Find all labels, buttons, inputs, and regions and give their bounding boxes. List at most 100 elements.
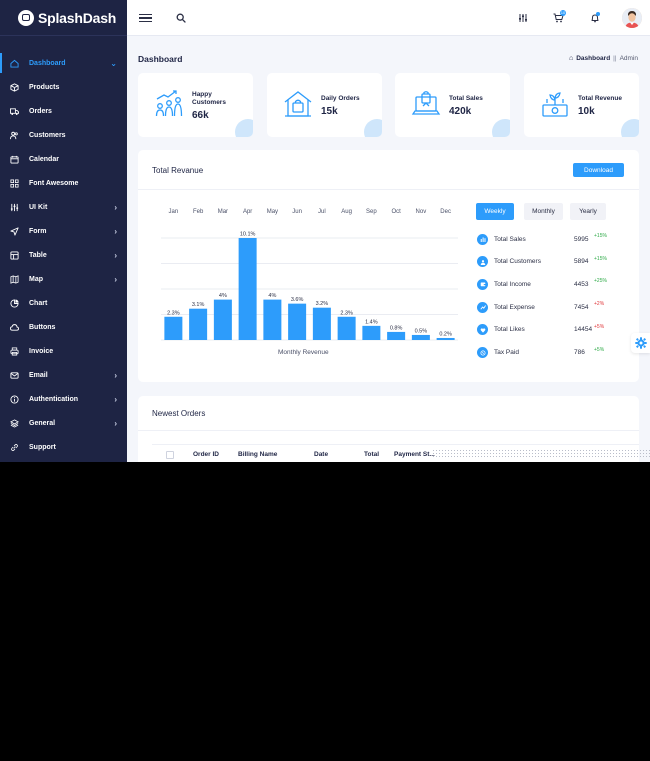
column-date[interactable]: Date — [314, 451, 329, 458]
sidebar-item-form[interactable]: Form › — [0, 219, 127, 243]
sidebar-item-invoice[interactable]: Invoice — [0, 339, 127, 363]
chart-tick-label: Mar — [218, 209, 228, 215]
column-payment-status[interactable]: Payment St... — [394, 451, 435, 458]
sidebar-item-table[interactable]: Table › — [0, 243, 127, 267]
chart-bar[interactable] — [387, 331, 406, 340]
chart-bar[interactable] — [312, 307, 331, 340]
sidebar-item-calendar[interactable]: Calendar — [0, 147, 127, 171]
revenue-title: Total Revanue — [152, 166, 204, 175]
metric-row-total-expense: Total Expense 7454 +2% — [477, 301, 617, 313]
sliders-icon — [519, 14, 527, 22]
sidebar-item-customers[interactable]: Customers — [0, 123, 127, 147]
breadcrumb-current: Admin — [619, 55, 638, 62]
sidebar-item-map[interactable]: Map › — [0, 267, 127, 291]
cart-badge: 10 — [560, 10, 566, 16]
chart-bar[interactable] — [213, 299, 232, 340]
sidebar-item-dashboard[interactable]: Dashboard ⌄ — [0, 51, 127, 75]
stat-value: 66k — [192, 110, 209, 121]
chart-bar[interactable] — [238, 238, 257, 340]
laptop-sales-icon — [411, 91, 441, 115]
select-all-checkbox[interactable] — [166, 451, 174, 459]
metric-row-total-income: Total Income 4453 +25% — [477, 278, 617, 290]
chart-bar[interactable] — [164, 316, 183, 340]
sidebar-item-buttons[interactable]: Buttons — [0, 315, 127, 339]
sidebar-item-general[interactable]: General › — [0, 411, 127, 435]
metric-change: +25% — [594, 278, 607, 285]
brand[interactable]: SplashDash — [0, 0, 127, 36]
chart-tick-label: Dec — [440, 209, 451, 215]
chart-tick-label: Jan — [169, 209, 179, 215]
decorative-blob — [621, 119, 639, 137]
home-icon — [9, 58, 19, 68]
chart-tick-label: Jul — [318, 209, 326, 215]
chart-bar[interactable] — [362, 325, 381, 340]
chart-bar[interactable] — [288, 303, 307, 340]
sidebar-item-orders[interactable]: Orders — [0, 99, 127, 123]
sidebar-item-label: Form — [29, 227, 47, 235]
chevron-right-icon: › — [114, 394, 117, 404]
download-button[interactable]: Download — [573, 163, 624, 177]
chart-bar[interactable] — [263, 299, 282, 340]
breadcrumb-parent[interactable]: Dashboard — [576, 55, 611, 62]
hamburger-icon — [138, 12, 152, 25]
sidebar-item-chart[interactable]: Chart — [0, 291, 127, 315]
user-avatar[interactable] — [622, 8, 642, 28]
truck-icon — [9, 106, 19, 116]
app-window: SplashDash Dashboard ⌄ Products Orders Custo… — [0, 0, 650, 462]
stat-card-daily-orders: Daily Orders 15k — [267, 73, 382, 137]
heart-icon — [477, 324, 488, 336]
chart-bar[interactable] — [411, 334, 430, 340]
sidebar-item-label: Font Awesome — [29, 179, 79, 187]
metric-row-tax-paid: Tax Paid 786 +5% — [477, 347, 617, 359]
chart-data-label: 3.1% — [192, 302, 205, 308]
tab-weekly[interactable]: Weekly — [476, 203, 514, 220]
chart-bar[interactable] — [436, 337, 455, 340]
metric-row-total-likes: Total Likes 14454 +5% — [477, 324, 617, 336]
stat-card-total-sales: Total Sales 420k — [395, 73, 510, 137]
metric-row-total-sales: Total Sales 5995 +15% — [477, 233, 617, 245]
growth-people-icon — [155, 90, 183, 117]
column-order-id[interactable]: Order ID — [193, 451, 220, 458]
sidebar-item-label: General — [29, 419, 56, 427]
chart-bar[interactable] — [337, 316, 356, 340]
sidebar-item-authentication[interactable]: Authentication › — [0, 387, 127, 411]
printer-icon — [9, 346, 19, 356]
sidebar-item-ui-kit[interactable]: UI Kit › — [0, 195, 127, 219]
chart-data-label: 10.1% — [240, 232, 256, 238]
sidebar-item-products[interactable]: Products — [0, 75, 127, 99]
menu-toggle-button[interactable] — [137, 0, 153, 36]
bar-chart-icon — [477, 233, 488, 245]
notifications-button[interactable] — [589, 0, 601, 36]
stat-label: Total Revenue — [578, 95, 622, 102]
chart-tick-label: May — [267, 209, 278, 215]
sidebar-item-label: Authentication — [29, 395, 78, 403]
cart-button[interactable]: 10 — [551, 0, 566, 36]
stat-value: 15k — [321, 106, 338, 117]
decorative-blob — [235, 119, 253, 137]
sidebar-item-label: Calendar — [29, 155, 59, 163]
sidebar-item-label: Dashboard — [29, 59, 66, 67]
sidebar-item-support[interactable]: Support — [0, 435, 127, 459]
metric-value: 7454 — [574, 303, 589, 311]
chart-data-label: 0.5% — [415, 328, 428, 334]
divider — [138, 189, 639, 190]
table-icon — [9, 250, 19, 260]
sidebar-item-email[interactable]: Email › — [0, 363, 127, 387]
metric-value: 5995 — [574, 235, 589, 243]
column-total[interactable]: Total — [364, 451, 380, 458]
stat-label: Total Sales — [449, 95, 483, 102]
breadcrumb-separator: || — [613, 55, 617, 62]
settings-button[interactable] — [631, 333, 650, 353]
box-icon — [9, 82, 19, 92]
tab-monthly[interactable]: Monthly — [524, 203, 563, 220]
stat-label: Happy Customers — [192, 91, 226, 106]
chart-x-axis-label: Monthly Revenue — [278, 349, 329, 356]
column-billing-name[interactable]: Billing Name — [238, 451, 278, 458]
search-button[interactable] — [175, 0, 187, 36]
gear-icon — [634, 337, 647, 349]
stat-card-happy-customers: Happy Customers 66k — [138, 73, 253, 137]
tab-yearly[interactable]: Yearly — [570, 203, 606, 220]
chart-bar[interactable] — [189, 308, 208, 340]
filter-button[interactable] — [517, 0, 529, 36]
sidebar-item-font-awesome[interactable]: Font Awesome — [0, 171, 127, 195]
